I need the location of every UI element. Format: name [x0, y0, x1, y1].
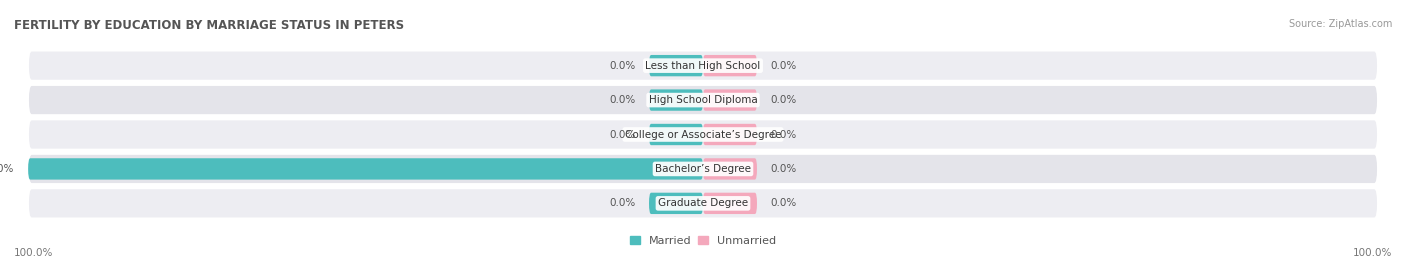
- Text: High School Diploma: High School Diploma: [648, 95, 758, 105]
- Text: FERTILITY BY EDUCATION BY MARRIAGE STATUS IN PETERS: FERTILITY BY EDUCATION BY MARRIAGE STATU…: [14, 19, 404, 32]
- FancyBboxPatch shape: [703, 193, 756, 214]
- FancyBboxPatch shape: [650, 55, 703, 76]
- FancyBboxPatch shape: [28, 158, 703, 180]
- FancyBboxPatch shape: [650, 193, 703, 214]
- Text: 0.0%: 0.0%: [770, 164, 797, 174]
- Text: 100.0%: 100.0%: [1353, 248, 1392, 258]
- FancyBboxPatch shape: [30, 52, 1376, 80]
- FancyBboxPatch shape: [650, 124, 703, 145]
- Text: 0.0%: 0.0%: [609, 95, 636, 105]
- FancyBboxPatch shape: [30, 189, 1376, 217]
- FancyBboxPatch shape: [703, 124, 756, 145]
- Text: 100.0%: 100.0%: [0, 164, 14, 174]
- Text: College or Associate’s Degree: College or Associate’s Degree: [624, 129, 782, 140]
- Text: 0.0%: 0.0%: [609, 129, 636, 140]
- Text: Less than High School: Less than High School: [645, 61, 761, 71]
- Text: 0.0%: 0.0%: [770, 61, 797, 71]
- Text: Bachelor’s Degree: Bachelor’s Degree: [655, 164, 751, 174]
- Text: Source: ZipAtlas.com: Source: ZipAtlas.com: [1288, 19, 1392, 29]
- FancyBboxPatch shape: [30, 155, 1376, 183]
- Legend: Married, Unmarried: Married, Unmarried: [630, 236, 776, 246]
- FancyBboxPatch shape: [30, 86, 1376, 114]
- Text: 0.0%: 0.0%: [609, 61, 636, 71]
- FancyBboxPatch shape: [30, 121, 1376, 148]
- Text: 0.0%: 0.0%: [770, 198, 797, 208]
- FancyBboxPatch shape: [703, 158, 756, 180]
- Text: 100.0%: 100.0%: [14, 248, 53, 258]
- FancyBboxPatch shape: [703, 55, 756, 76]
- Text: 0.0%: 0.0%: [770, 129, 797, 140]
- FancyBboxPatch shape: [650, 89, 703, 111]
- Text: 0.0%: 0.0%: [770, 95, 797, 105]
- FancyBboxPatch shape: [703, 89, 756, 111]
- Text: 0.0%: 0.0%: [609, 198, 636, 208]
- Text: Graduate Degree: Graduate Degree: [658, 198, 748, 208]
